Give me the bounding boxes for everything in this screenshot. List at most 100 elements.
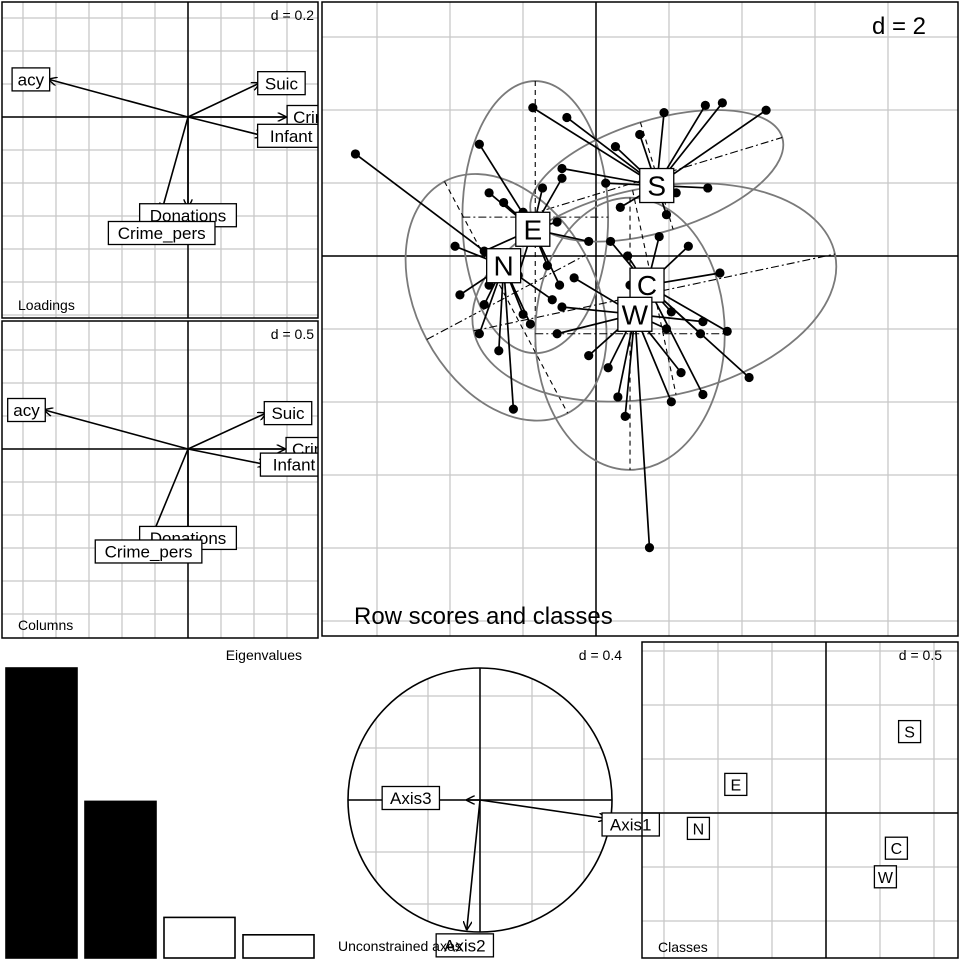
row-point-C-10	[622, 251, 633, 261]
eigen-bar-1	[5, 667, 78, 959]
row-point-S-0	[528, 103, 538, 113]
row-point-W-10	[569, 273, 579, 283]
panel-row-scores: S EN CW	[322, 2, 958, 636]
class-label-E: E	[515, 211, 551, 247]
arrow-label-0: acy	[7, 397, 46, 423]
svg-text:C: C	[891, 841, 903, 858]
classes-scale-label: d = 0.5	[899, 647, 942, 663]
svg-text:Suic: Suic	[265, 74, 299, 93]
class-label-W: W	[617, 296, 653, 332]
loadings-frame	[1, 1, 319, 319]
row-point-S-12	[661, 210, 672, 220]
row-point-E-1	[484, 188, 494, 198]
arrow-label-3: Infant	[259, 452, 318, 477]
row-point-W-2	[552, 329, 562, 339]
eigen-bar-2	[84, 800, 157, 959]
row-point-S-4	[717, 98, 727, 108]
unconstrained-title: Unconstrained axes	[338, 938, 462, 954]
svg-text:Infant: Infant	[273, 456, 316, 475]
arrow-acy	[49, 79, 189, 118]
panel-unconstrained: Axis3 Axis1 Axis2	[347, 667, 661, 958]
row-point-N-3	[479, 300, 489, 310]
segment-W-6	[634, 314, 651, 548]
columns-title: Columns	[18, 617, 73, 633]
row-point-C-5	[722, 326, 732, 336]
arrow-axis1	[479, 799, 607, 818]
row-point-S-9	[601, 178, 611, 188]
row-point-E-0	[474, 139, 484, 149]
row-point-W-7	[661, 324, 672, 334]
segment-S-5	[656, 109, 767, 187]
classes-title: Classes	[658, 939, 708, 955]
row-point-S-8	[557, 163, 567, 174]
row-point-E-6	[584, 236, 594, 247]
row-point-S-11	[703, 183, 713, 193]
arrow-label-0: acy	[11, 67, 51, 92]
arrow-crimepers	[151, 448, 189, 539]
svg-text:Infant: Infant	[270, 127, 313, 146]
row-point-S-6	[635, 129, 645, 140]
segment-S-0	[532, 107, 658, 187]
arrow-label-5: Crime_pers	[107, 220, 216, 246]
row-point-S-3	[700, 100, 710, 110]
loadings-scale-label: d = 0.2	[271, 7, 314, 23]
panel-classes: S E N CW	[642, 642, 958, 958]
eigen-title: Eigenvalues	[226, 647, 302, 663]
axis-label-axis1: Axis1	[601, 812, 661, 837]
class-label-S: S	[639, 167, 675, 204]
arrow-infant	[187, 116, 263, 136]
svg-text:Crime_pers: Crime_pers	[118, 224, 206, 243]
ellipse-axis-major-C	[473, 253, 836, 332]
svg-text:E: E	[523, 214, 542, 245]
svg-text:S: S	[647, 171, 666, 202]
arrow-acy	[44, 410, 189, 450]
row-point-W-3	[557, 302, 567, 312]
row-point-W-11	[698, 317, 708, 327]
row-point-S-1	[562, 112, 572, 123]
row-point-N-1	[455, 290, 465, 300]
row-point-C-7	[744, 372, 754, 383]
rows-frame	[321, 1, 959, 637]
segment-C-6	[646, 284, 704, 395]
row-point-W-6	[644, 543, 655, 553]
row-point-C-9	[654, 231, 664, 242]
arrow-infant	[187, 448, 266, 465]
arrow-suic	[187, 413, 266, 450]
row-point-S-2	[659, 108, 669, 118]
panel-eigenvalues	[5, 667, 315, 959]
row-point-S-7	[610, 142, 621, 152]
svg-text:W: W	[878, 870, 894, 887]
class-label-C: C	[629, 267, 665, 303]
rows-title: Row scores and classes	[354, 603, 613, 630]
ellipse-axis-minor-N	[444, 181, 569, 414]
svg-text:Axis1: Axis1	[610, 816, 652, 835]
row-point-C-8	[666, 307, 676, 317]
row-point-N-2	[450, 241, 460, 251]
eigen-bar-4	[242, 933, 315, 959]
row-point-S-5	[761, 105, 771, 115]
row-point-E-9	[554, 280, 565, 290]
eigen-bar-3	[163, 916, 236, 959]
arrow-label-5: Crime_pers	[94, 539, 203, 564]
rows-scale-label: d = 2	[872, 13, 926, 40]
classes-label-W: W	[873, 865, 898, 889]
svg-text:S: S	[904, 725, 915, 742]
classes-label-E: E	[724, 772, 748, 797]
row-point-N-6	[508, 404, 518, 414]
arrow-axis2	[467, 799, 481, 929]
row-point-C-4	[695, 329, 706, 339]
segment-N-6	[502, 265, 515, 410]
svg-text:Axis3: Axis3	[390, 789, 432, 808]
columns-frame	[1, 320, 319, 639]
svg-text:C: C	[637, 270, 657, 301]
row-point-E-7	[542, 261, 553, 271]
row-point-E-4	[537, 183, 548, 193]
row-point-E-11	[557, 173, 567, 183]
loadings-title: Loadings	[18, 297, 75, 313]
unconstrained-scale-label: d = 0.4	[579, 647, 622, 663]
svg-text:acy: acy	[18, 71, 45, 90]
row-point-W-4	[613, 392, 623, 402]
